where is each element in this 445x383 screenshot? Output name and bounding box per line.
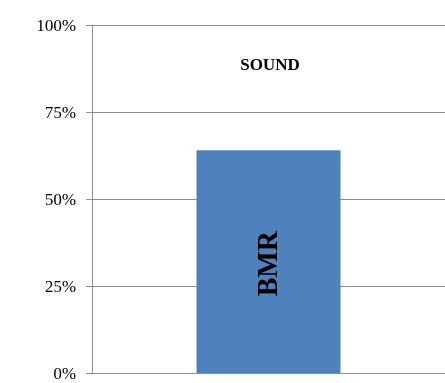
y-tick-label: 100% (36, 16, 76, 35)
bars: BMR (196, 150, 341, 373)
y-tick-labels: 0% 25% 50% 75% 100% (36, 16, 76, 383)
chart-title: SOUND (240, 55, 300, 74)
y-tick-label: 50% (45, 190, 76, 209)
y-tick-label: 25% (45, 277, 76, 296)
y-tick-label: 75% (45, 103, 76, 122)
y-tick-label: 0% (53, 364, 76, 383)
bar-data-label: BMR (253, 230, 284, 296)
bar-bmr (196, 150, 341, 373)
